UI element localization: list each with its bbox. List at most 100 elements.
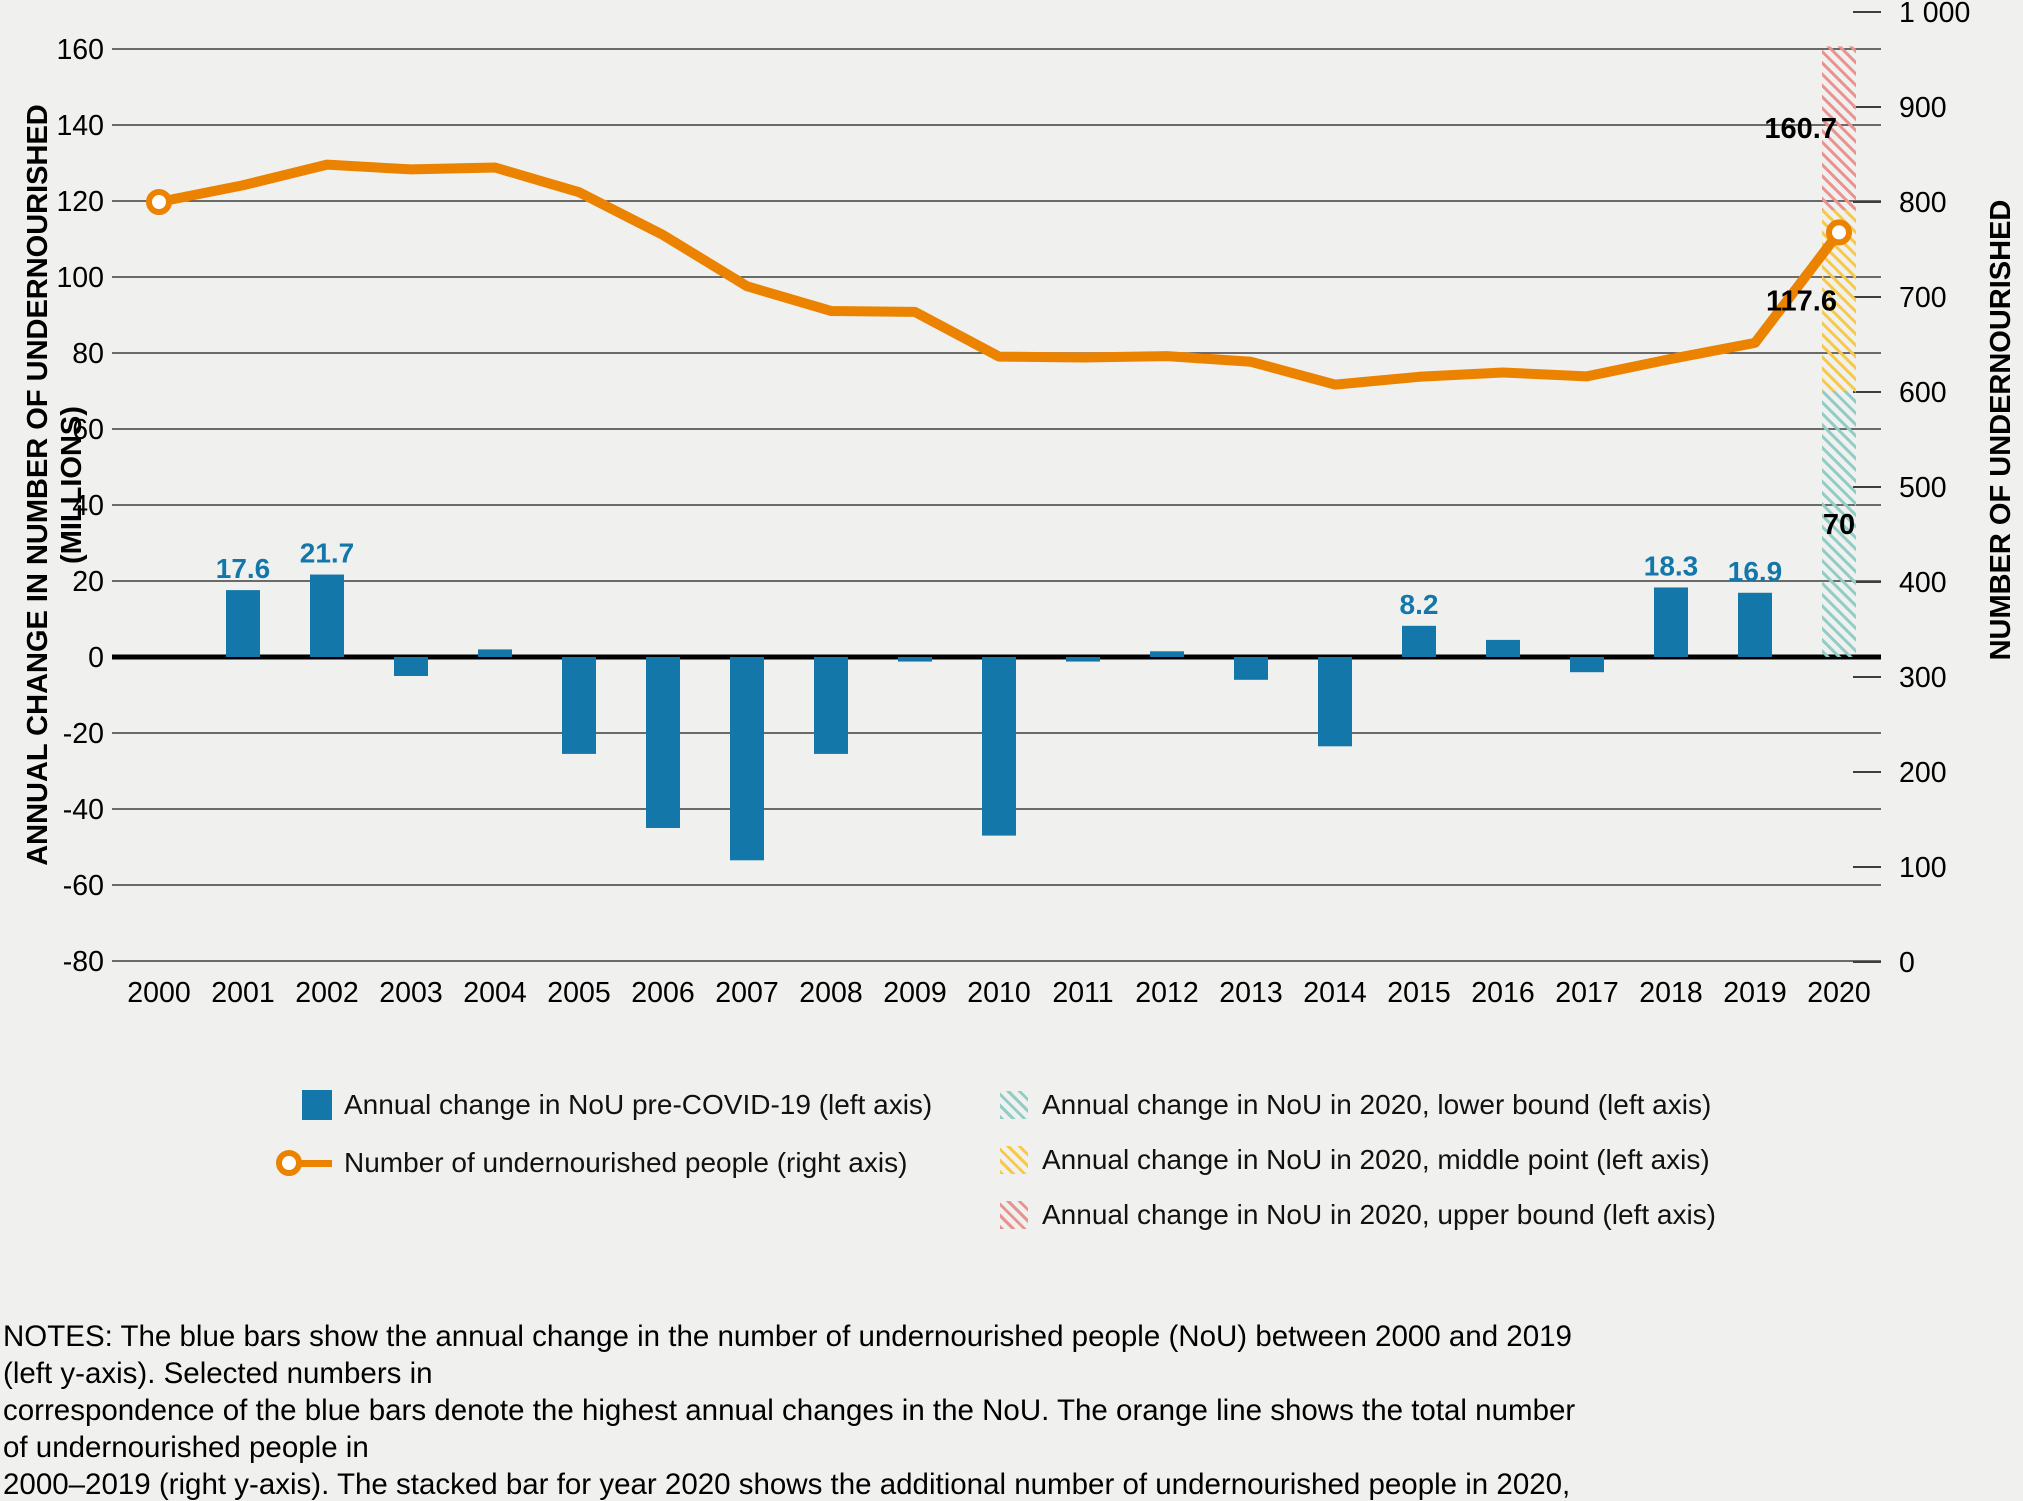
bar-2018 <box>1654 587 1688 657</box>
svg-text:2002: 2002 <box>295 977 358 1009</box>
legend-label: Number of undernourished people (right a… <box>344 1147 908 1178</box>
legend-label: Annual change in NoU pre-COVID-19 (left … <box>344 1089 933 1120</box>
svg-text:2009: 2009 <box>883 977 946 1009</box>
bar-2007 <box>730 657 764 861</box>
legend-item-lower-bound: Annual change in NoU in 2020, lower boun… <box>1000 1088 1711 1122</box>
svg-text:140: 140 <box>56 110 104 142</box>
bar-2009 <box>898 657 932 662</box>
bar-2008 <box>814 657 848 754</box>
right-axis-ticks <box>1853 11 1881 963</box>
svg-text:8.2: 8.2 <box>1400 589 1439 620</box>
annual-change-bars <box>226 574 1772 861</box>
bar-2002 <box>310 574 344 657</box>
bar-2019 <box>1738 592 1772 657</box>
svg-text:160.7: 160.7 <box>1764 113 1837 145</box>
bar-2012 <box>1150 651 1184 657</box>
svg-text:2016: 2016 <box>1471 977 1534 1009</box>
svg-text:0: 0 <box>88 642 104 674</box>
legend-item-bars: Annual change in NoU pre-COVID-19 (left … <box>302 1088 932 1122</box>
line-marker-2020 <box>1826 219 1852 246</box>
orange-line-marker-swatch <box>276 1148 332 1178</box>
svg-text:40: 40 <box>72 490 104 522</box>
svg-text:2006: 2006 <box>631 977 694 1009</box>
svg-text:17.6: 17.6 <box>216 553 271 584</box>
legend-item-line: Number of undernourished people (right a… <box>276 1146 907 1180</box>
svg-text:117.6: 117.6 <box>1766 286 1837 318</box>
svg-text:2014: 2014 <box>1303 977 1367 1009</box>
svg-text:-80: -80 <box>63 946 104 978</box>
svg-text:2011: 2011 <box>1052 977 1113 1009</box>
bar-2010 <box>982 657 1016 836</box>
svg-text:800: 800 <box>1899 187 1947 219</box>
svg-text:900: 900 <box>1899 92 1947 124</box>
svg-text:2010: 2010 <box>967 977 1030 1009</box>
svg-text:18.3: 18.3 <box>1644 550 1699 581</box>
stack-value-labels: 70 117.6 160.7 <box>1764 113 1855 541</box>
svg-text:-20: -20 <box>63 718 104 750</box>
svg-text:0: 0 <box>1899 947 1915 979</box>
svg-text:160: 160 <box>56 34 104 66</box>
bar-2005 <box>562 657 596 754</box>
bar-2011 <box>1066 657 1100 662</box>
red-hatch-swatch <box>1000 1201 1028 1229</box>
left-axis-title: ANNUAL CHANGE IN NUMBER OF UNDERNOURISHE… <box>22 104 88 866</box>
svg-text:2007: 2007 <box>715 977 778 1009</box>
svg-text:2020: 2020 <box>1807 977 1870 1009</box>
legend-label: Annual change in NoU in 2020, lower boun… <box>1042 1089 1712 1120</box>
svg-text:2004: 2004 <box>463 977 527 1009</box>
legend-label: Annual change in NoU in 2020, upper boun… <box>1042 1199 1716 1230</box>
stack-segment-lower-bound <box>1822 391 1856 657</box>
svg-text:-60: -60 <box>63 870 104 902</box>
svg-text:2015: 2015 <box>1387 977 1450 1009</box>
svg-text:2001: 2001 <box>211 977 274 1009</box>
svg-text:16.9: 16.9 <box>1728 556 1783 587</box>
svg-text:100: 100 <box>56 262 104 294</box>
svg-text:-40: -40 <box>63 794 104 826</box>
svg-text:600: 600 <box>1899 377 1947 409</box>
svg-text:2019: 2019 <box>1723 977 1786 1009</box>
svg-text:300: 300 <box>1899 662 1947 694</box>
stacked-bar-2020 <box>1822 46 1856 657</box>
svg-text:80: 80 <box>72 338 104 370</box>
svg-text:70: 70 <box>1823 509 1855 541</box>
left-axis-tick-labels: 160 140 120 100 80 60 40 20 0 -20 -40 -60 -80 <box>56 34 104 978</box>
svg-text:21.7: 21.7 <box>300 538 355 569</box>
teal-hatch-swatch <box>1000 1091 1028 1119</box>
svg-text:2012: 2012 <box>1135 977 1198 1009</box>
svg-text:500: 500 <box>1899 472 1947 504</box>
right-axis-title: NUMBER OF UNDERNOURISHED (MILLIONS) <box>1985 199 2023 661</box>
svg-text:2000: 2000 <box>127 977 190 1009</box>
nou-line <box>154 159 1844 390</box>
svg-text:2005: 2005 <box>547 977 610 1009</box>
svg-text:2018: 2018 <box>1639 977 1702 1009</box>
svg-text:100: 100 <box>1899 852 1947 884</box>
line-marker-2000 <box>146 189 172 215</box>
svg-text:120: 120 <box>56 186 104 218</box>
svg-text:20: 20 <box>72 566 104 598</box>
legend-item-upper-bound: Annual change in NoU in 2020, upper boun… <box>1000 1198 1716 1232</box>
bar-2014 <box>1318 657 1352 747</box>
svg-text:2008: 2008 <box>799 977 862 1009</box>
bar-2016 <box>1486 639 1520 657</box>
bar-value-labels: 17.6 21.7 8.2 18.3 16.9 <box>216 538 1783 620</box>
svg-text:60: 60 <box>72 414 104 446</box>
bar-2003 <box>394 657 428 676</box>
blue-square-swatch <box>302 1090 332 1120</box>
bar-2017 <box>1570 657 1604 673</box>
bar-2013 <box>1234 657 1268 680</box>
svg-text:200: 200 <box>1899 757 1947 789</box>
yellow-hatch-swatch <box>1000 1146 1028 1174</box>
legend-item-middle-point: Annual change in NoU in 2020, middle poi… <box>1000 1143 1710 1177</box>
bar-2004 <box>478 649 512 657</box>
bar-2001 <box>226 590 260 657</box>
svg-text:1 000: 1 000 <box>1899 0 1970 29</box>
svg-text:2017: 2017 <box>1555 977 1618 1009</box>
svg-text:400: 400 <box>1899 567 1947 599</box>
svg-text:2013: 2013 <box>1219 977 1282 1009</box>
stack-segment-upper-bound <box>1822 46 1856 211</box>
legend-label: Annual change in NoU in 2020, middle poi… <box>1042 1144 1710 1175</box>
figure-notes: NOTES: The blue bars show the annual cha… <box>3 1320 1576 1501</box>
